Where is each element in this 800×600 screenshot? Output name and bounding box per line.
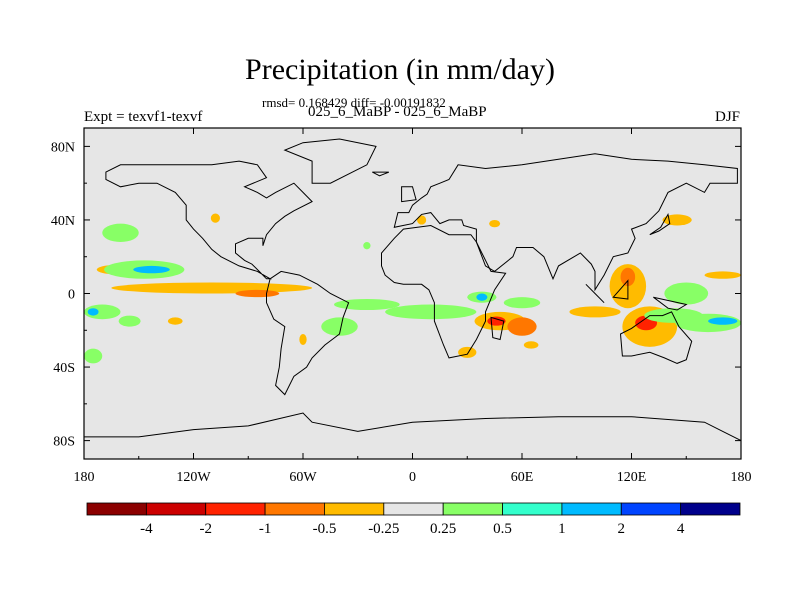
anomaly-patch bbox=[235, 289, 280, 298]
coastline bbox=[393, 153, 738, 292]
anomaly-patch bbox=[133, 265, 170, 274]
anomaly-patch bbox=[708, 317, 738, 325]
colorbar-label: 4 bbox=[677, 521, 685, 537]
coastline bbox=[401, 186, 417, 203]
anomaly-patch bbox=[569, 306, 621, 318]
colorbar-swatch bbox=[145, 502, 207, 516]
season-label: DJF bbox=[714, 109, 740, 125]
anomaly-layer bbox=[84, 213, 741, 364]
colorbar-label: 0.5 bbox=[493, 521, 512, 537]
y-tick-label: 80S bbox=[53, 435, 75, 450]
anomaly-patch bbox=[704, 271, 741, 279]
coastline bbox=[283, 138, 377, 184]
coastline bbox=[84, 412, 741, 459]
anomaly-patch bbox=[523, 341, 539, 349]
anomaly-patch bbox=[84, 348, 103, 364]
anomaly-patch bbox=[87, 308, 99, 316]
anomaly-patch bbox=[321, 317, 358, 336]
anomaly-patch bbox=[210, 213, 220, 223]
x-tick-label: 180 bbox=[74, 470, 95, 485]
y-tick-label: 80N bbox=[51, 140, 75, 155]
anomaly-patch bbox=[385, 304, 477, 320]
coastline bbox=[612, 279, 629, 300]
colorbar-swatch bbox=[561, 502, 622, 516]
x-tick-label: 60E bbox=[511, 470, 534, 485]
colorbar-swatch bbox=[383, 502, 444, 516]
anomaly-patch bbox=[476, 293, 488, 301]
colorbar-label: -1 bbox=[259, 521, 272, 537]
x-tick-label: 120W bbox=[176, 470, 211, 485]
colorbar-label: 2 bbox=[618, 521, 626, 537]
chart-title: Precipitation (in mm/day) bbox=[245, 53, 555, 86]
x-tick-label: 0 bbox=[409, 470, 416, 485]
colorbar-label: 1 bbox=[558, 521, 566, 537]
anomaly-patch bbox=[489, 219, 501, 228]
comparison-label: 025_6_MaBP - 025_6_MaBP bbox=[308, 104, 487, 120]
colorbar: -4 -2 -1 -0.5 -0.25 0.25 0.5 1 2 4 bbox=[86, 502, 741, 537]
y-tick-label: 0 bbox=[68, 288, 75, 303]
y-tick-label: 40N bbox=[51, 214, 75, 229]
x-tick-label: 120E bbox=[617, 470, 647, 485]
coastline bbox=[619, 311, 693, 364]
colorbar-label: -0.25 bbox=[368, 521, 399, 537]
anomaly-patch bbox=[111, 282, 313, 294]
colorbar-swatch bbox=[205, 502, 266, 516]
colorbar-swatch bbox=[324, 502, 385, 516]
anomaly-patch bbox=[507, 317, 537, 336]
anomaly-patch bbox=[620, 267, 636, 287]
coastline-layer bbox=[84, 138, 741, 459]
anomaly-patch bbox=[334, 299, 400, 311]
anomaly-patch bbox=[458, 346, 477, 358]
colorbar-swatch bbox=[442, 502, 503, 516]
coastline bbox=[381, 224, 507, 359]
colorbar-label: -4 bbox=[140, 521, 153, 537]
coastline bbox=[653, 296, 688, 311]
anomaly-patch bbox=[417, 215, 427, 225]
axis-ticks: 180 120W 60W 0 60E 120E 180 80N 40N 0 40S 80S bbox=[51, 128, 752, 485]
colorbar-label: 0.25 bbox=[430, 521, 456, 537]
coastline bbox=[649, 212, 671, 236]
coastline bbox=[105, 160, 313, 280]
anomaly-patch bbox=[664, 282, 709, 305]
coastline bbox=[585, 283, 605, 304]
anomaly-patch bbox=[363, 242, 371, 250]
anomaly-patch bbox=[503, 297, 541, 309]
coastline bbox=[372, 171, 389, 177]
anomaly-patch bbox=[102, 223, 139, 243]
anomaly-patch bbox=[167, 317, 183, 325]
stats-line: rmsd= 0.168429 diff= -0.00191832 bbox=[262, 95, 446, 110]
anomaly-patch bbox=[118, 315, 141, 327]
coastline bbox=[490, 316, 505, 341]
x-tick-label: 180 bbox=[731, 470, 752, 485]
colorbar-swatch bbox=[86, 502, 147, 516]
x-tick-label: 60W bbox=[289, 470, 317, 485]
coastline bbox=[266, 270, 350, 396]
colorbar-label: -2 bbox=[199, 521, 212, 537]
colorbar-swatch bbox=[264, 502, 325, 516]
colorbar-label: -0.5 bbox=[313, 521, 337, 537]
experiment-label: Expt = texvf1-texvf bbox=[84, 109, 203, 125]
colorbar-swatch bbox=[502, 502, 563, 516]
y-tick-label: 40S bbox=[53, 361, 75, 376]
anomaly-patch bbox=[299, 333, 307, 345]
colorbar-swatch bbox=[620, 502, 682, 516]
colorbar-swatch bbox=[680, 502, 741, 516]
